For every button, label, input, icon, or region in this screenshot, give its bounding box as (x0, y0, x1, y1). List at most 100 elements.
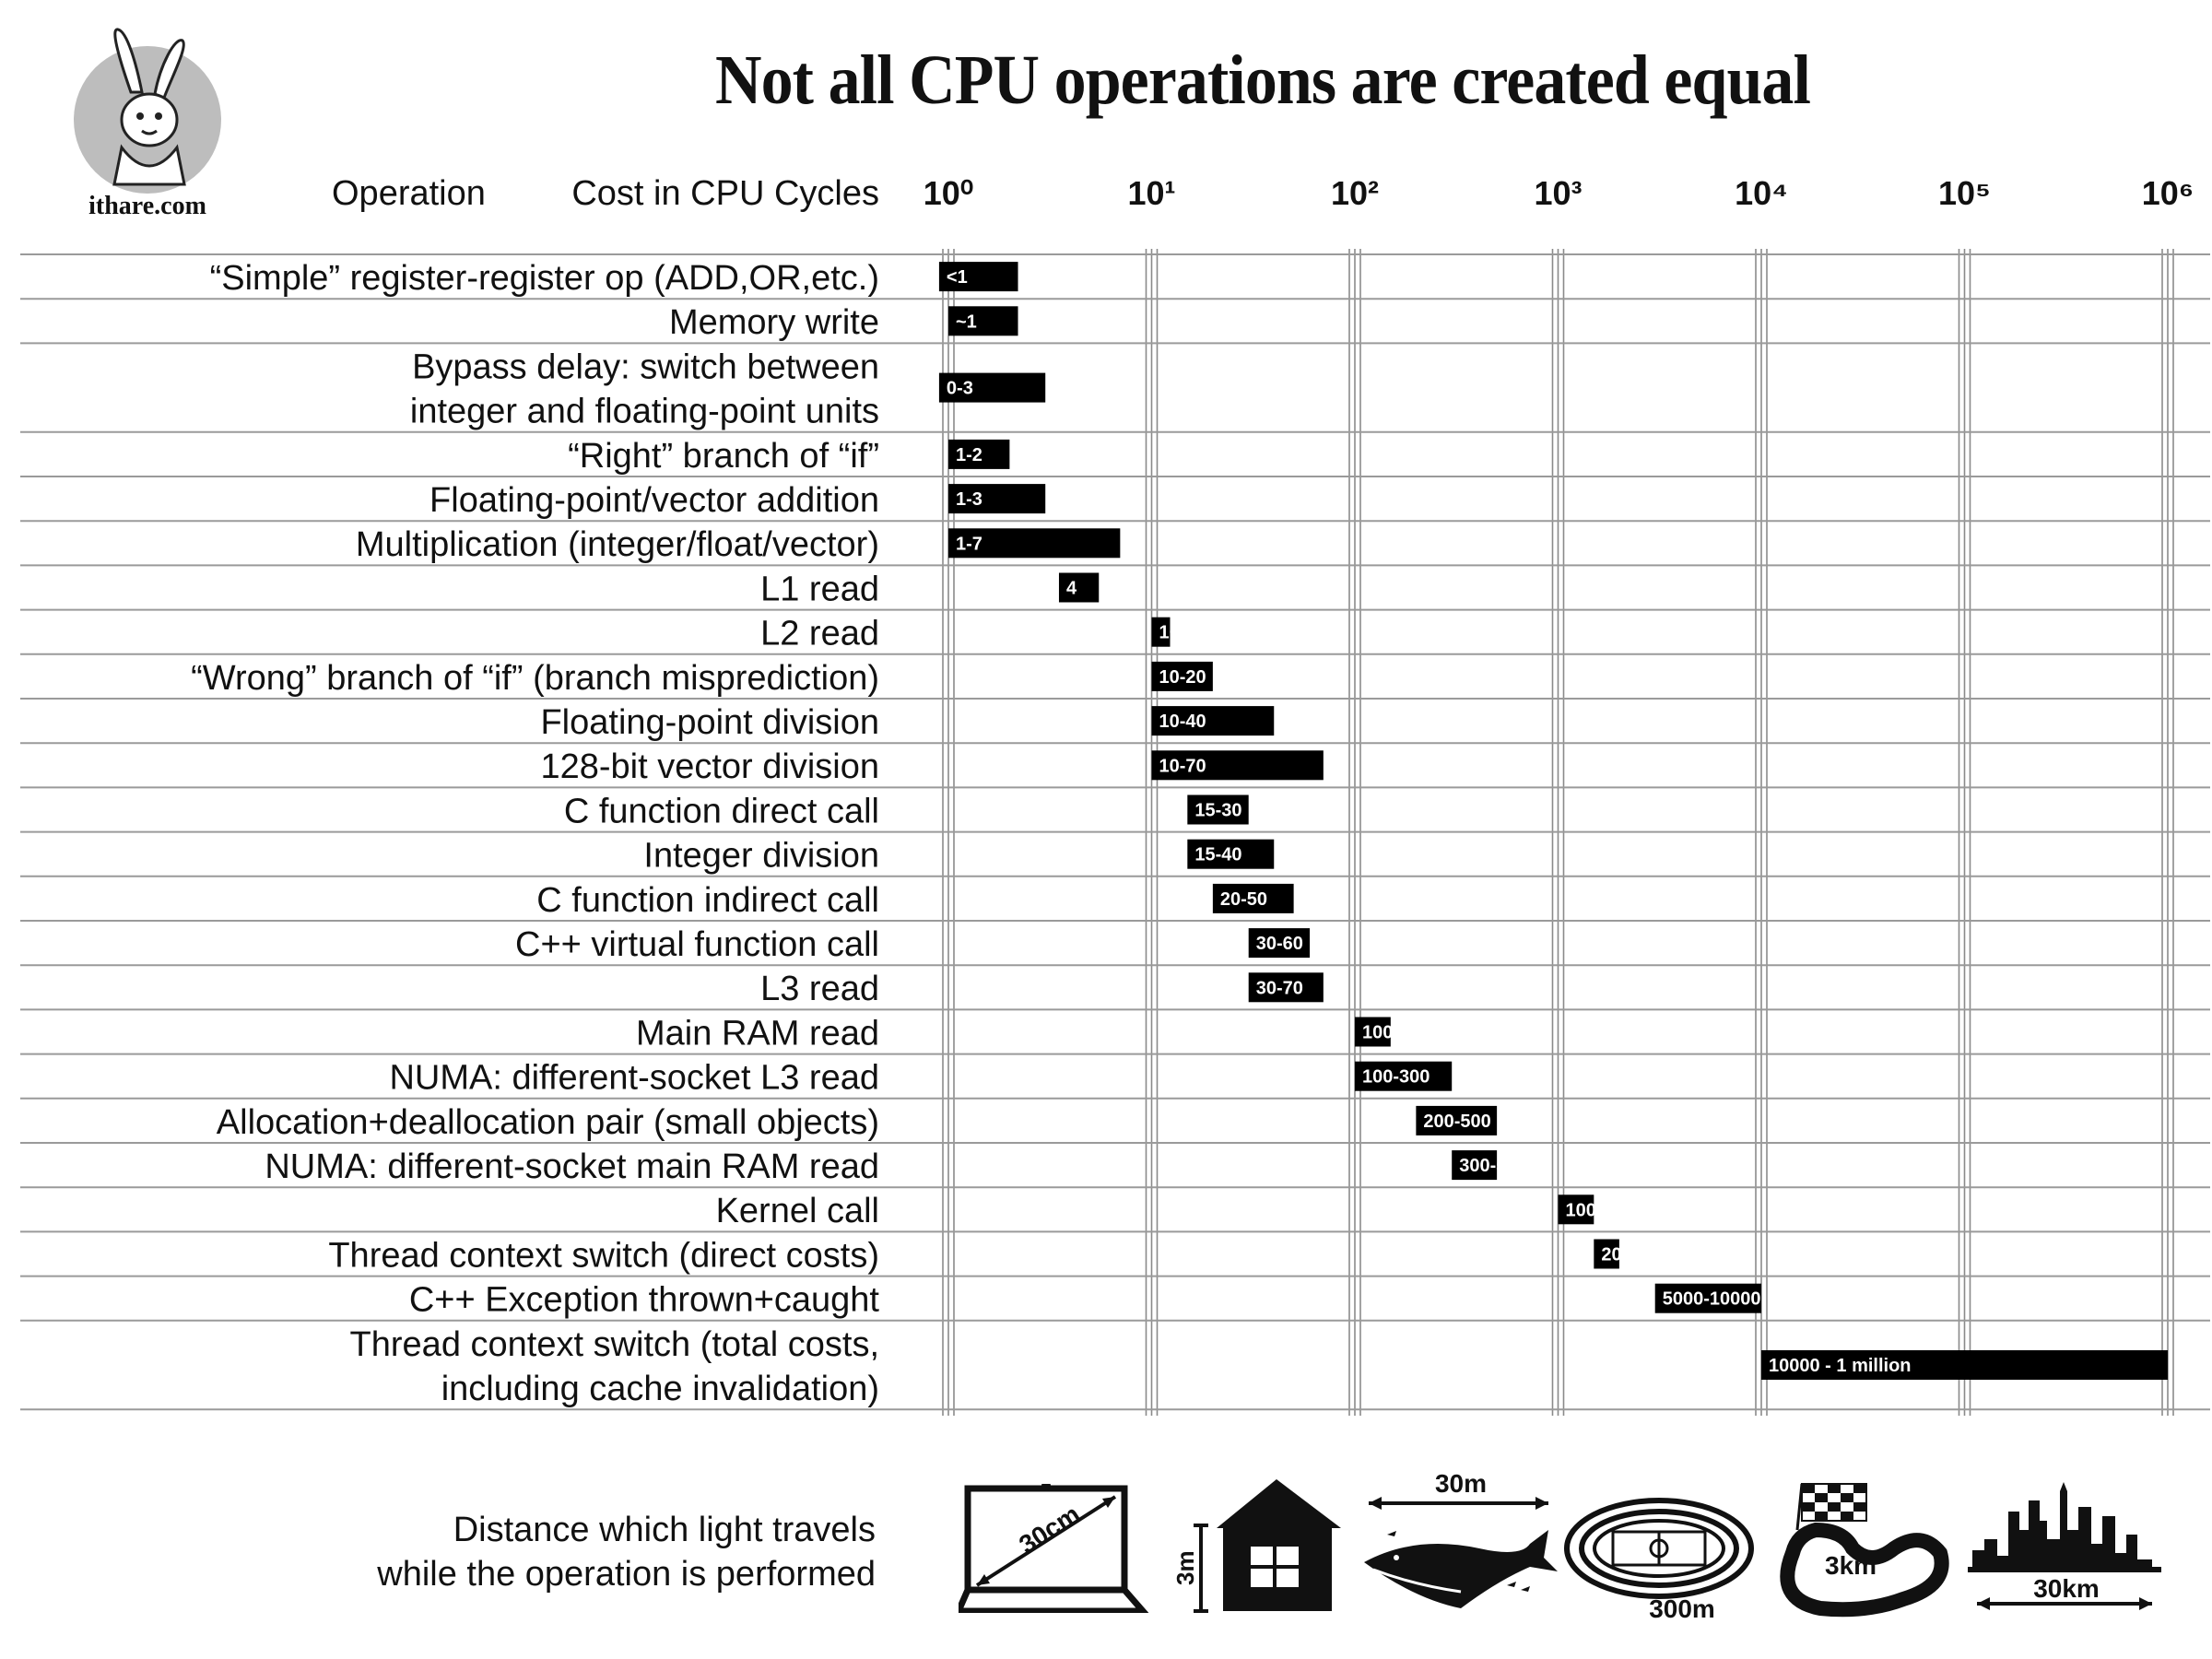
bar-value-label: 10-20 (1159, 667, 1206, 688)
bar-value-label: 1000-1500 (1566, 1200, 1654, 1220)
bar-value-label: ~1 (956, 312, 977, 332)
bar-value-label: 10000 - 1 million (1769, 1356, 1912, 1376)
operation-label: Bypass delay: switch between (412, 347, 879, 386)
bar-16 (1355, 1017, 1391, 1047)
bar-2 (938, 372, 1046, 403)
operation-label: NUMA: different-socket main RAM read (265, 1147, 879, 1186)
race-track-icon: 3km (1780, 1483, 1949, 1618)
operation-label: C function direct call (564, 792, 879, 830)
bar-value-label: 10-40 (1159, 712, 1206, 732)
bar-value-label: 30-70 (1256, 978, 1303, 998)
x-tick-label: 10⁴ (1735, 174, 1788, 212)
operation-label: L3 read (760, 970, 879, 1008)
bar-value-label: 0-3 (947, 379, 973, 399)
bar-value-label: 1-7 (956, 534, 982, 554)
operation-label: Memory write (669, 303, 879, 342)
operation-label: Main RAM read (636, 1014, 879, 1053)
bar-value-label: 4 (1066, 579, 1077, 599)
bar-4 (948, 484, 1046, 514)
bar-18 (1416, 1105, 1498, 1135)
bar-value-label: 5000-10000 (1663, 1289, 1761, 1310)
bar-value-label: 10-70 (1159, 756, 1206, 776)
bar-11 (1187, 794, 1249, 825)
operation-label: “Wrong” branch of “if” (branch mispredic… (191, 659, 879, 698)
city-skyline-icon: 30km (1968, 1482, 2161, 1610)
bar-5 (948, 528, 1121, 559)
bar-value-label: 1-2 (956, 445, 982, 465)
operation-label: L2 read (760, 615, 879, 653)
bar-value-label: 15-40 (1194, 845, 1241, 865)
operation-label: C function indirect call (536, 881, 879, 920)
operation-label: integer and floating-point units (410, 393, 879, 431)
bar-19 (1452, 1150, 1498, 1181)
x-tick-label: 10⁵ (1938, 174, 1991, 212)
bar-value-label: <1 (947, 267, 968, 288)
bar-22 (1654, 1283, 1761, 1313)
bar-21 (1594, 1239, 1619, 1269)
checkered-flag-icon (1795, 1483, 1867, 1531)
bar-value-label: 30-60 (1256, 934, 1303, 954)
operation-label: Thread context switch (total costs, (350, 1325, 879, 1364)
operation-label: C++ Exception thrown+caught (409, 1281, 880, 1320)
x-tick-label: 10⁶ (2142, 174, 2194, 212)
bar-23 (1761, 1350, 2168, 1380)
bar-8 (1151, 661, 1213, 691)
cost-header: Cost in CPU Cycles (571, 174, 879, 213)
bar-1 (948, 306, 1018, 336)
operation-label: NUMA: different-socket L3 read (389, 1059, 879, 1098)
operation-label: “Right” branch of “if” (568, 437, 879, 476)
bunny-logo-icon: ithare.com (74, 28, 221, 220)
bar-20 (1558, 1194, 1594, 1225)
house-icon: 3m (1171, 1479, 1341, 1613)
bar-9 (1151, 706, 1275, 736)
city-label: 30km (2033, 1574, 2100, 1603)
bar-value-label: 10-12 (1159, 623, 1206, 643)
bar-value-label: 2000 (1601, 1245, 1642, 1265)
operation-label: Allocation+deallocation pair (small obje… (217, 1103, 879, 1142)
logo-text: ithare.com (88, 192, 206, 220)
operation-label: L1 read (760, 570, 879, 608)
bar-15 (1248, 972, 1324, 1003)
bar-value-label: 1-3 (956, 489, 982, 510)
bar-10 (1151, 750, 1324, 781)
x-tick-label: 10² (1331, 174, 1379, 212)
house-label: 3m (1171, 1550, 1199, 1585)
operation-label: 128-bit vector division (540, 747, 879, 786)
stadium-icon: 300m (1564, 1498, 1754, 1622)
stadium-label: 300m (1649, 1594, 1715, 1622)
ithare-logo: ithare.com (65, 28, 230, 221)
chart-title: Not all CPU operations are created equal (715, 41, 1811, 119)
bar-17 (1355, 1061, 1453, 1091)
bar-12 (1187, 839, 1275, 869)
laptop-icon: 30cm (959, 1484, 1149, 1613)
operation-label: Thread context switch (direct costs) (328, 1236, 879, 1275)
whale-icon: 30m (1364, 1470, 1558, 1608)
caption-line-2: while the operation is performed (377, 1555, 876, 1594)
operation-label: Integer division (643, 837, 879, 876)
operation-header: Operation (332, 174, 486, 213)
bar-value-label: 200-500 (1423, 1112, 1490, 1132)
x-tick-label: 10¹ (1127, 174, 1175, 212)
operation-label: Floating-point/vector addition (429, 481, 879, 520)
laptop-label: 30cm (1014, 1500, 1085, 1559)
race-track-label: 3km (1825, 1551, 1877, 1580)
caption-line-1: Distance which light travels (453, 1511, 876, 1549)
operation-label: Multiplication (integer/float/vector) (356, 525, 879, 564)
bar-7 (1151, 617, 1171, 647)
x-tick-label: 10⁰ (924, 174, 973, 212)
light-distance-caption: Distance which light travels while the o… (276, 1508, 876, 1596)
x-tick-label: 10³ (1534, 174, 1582, 212)
bar-value-label: 100-150 (1362, 1023, 1430, 1043)
bar-value-label: 100-300 (1362, 1067, 1430, 1088)
operation-label: “Simple” register-register op (ADD,OR,et… (210, 259, 879, 298)
operation-label: C++ virtual function call (515, 925, 879, 964)
bar-value-label: 300-500 (1459, 1156, 1526, 1176)
bar-13 (1212, 883, 1294, 913)
bar-0 (938, 262, 1018, 292)
bar-14 (1248, 928, 1311, 959)
bar-6 (1058, 572, 1100, 603)
bar-3 (948, 439, 1010, 469)
operation-label: Floating-point division (540, 703, 879, 742)
whale-label: 30m (1435, 1470, 1487, 1498)
